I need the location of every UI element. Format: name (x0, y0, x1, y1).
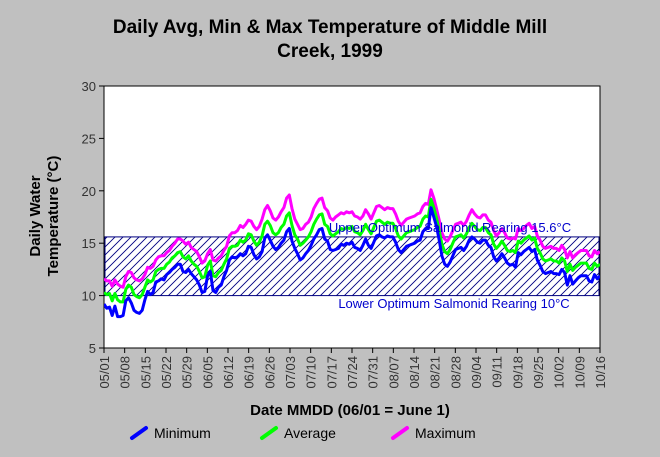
chart-title-line2: Creek, 1999 (277, 41, 383, 62)
x-tick-label: 06/26 (262, 356, 277, 389)
plot-area (103, 85, 601, 349)
x-tick-label: 08/28 (448, 356, 463, 389)
x-tick-label: 08/07 (386, 356, 401, 389)
x-tick-label: 08/21 (428, 356, 443, 389)
series-group (104, 188, 600, 319)
x-tick-label: 05/22 (159, 356, 174, 389)
series-line-maximum (104, 188, 600, 289)
legend-label-maximum: Maximum (415, 425, 476, 441)
y-tick-label: 10 (82, 289, 96, 304)
lower-band-label: Lower Optimum Salmonid Rearing 10°C (338, 296, 569, 311)
x-tick-label: 07/10 (304, 356, 319, 389)
legend-label-average: Average (284, 425, 336, 441)
x-tick-label: 08/14 (407, 356, 422, 389)
x-tick-label: 06/19 (242, 356, 257, 389)
x-tick-label: 10/16 (593, 356, 608, 389)
series-line-average (104, 197, 600, 304)
x-tick-label: 07/03 (283, 356, 298, 389)
x-tick-label: 05/01 (97, 356, 112, 389)
legend-swatch-maximum (391, 426, 409, 440)
upper-band-label: Upper Optimum Salmonid Rearing 15.6°C (329, 220, 571, 235)
x-tick-label: 10/02 (552, 356, 567, 389)
x-tick-label: 07/17 (324, 356, 339, 389)
x-tick-label: 07/24 (345, 356, 360, 389)
optimum-rearing-band (104, 236, 600, 297)
legend-swatch-minimum (130, 426, 148, 440)
legend-swatch-average (260, 426, 278, 440)
chart-title-line1: Daily Avg, Min & Max Temperature of Midd… (113, 17, 547, 38)
x-tick-label: 09/25 (531, 356, 546, 389)
x-tick-label: 09/11 (490, 356, 505, 388)
y-tick-label: 25 (82, 131, 96, 146)
x-tick-label: 10/09 (572, 356, 587, 389)
y-axis-label-line2: Temperature (°C) (45, 156, 62, 277)
x-tick-label: 05/08 (118, 356, 133, 389)
x-tick-label: 06/12 (221, 356, 236, 389)
x-axis-ticks: 05/01 05/08 05/15 05/22 05/29 06/05 06/12 06/19… (97, 348, 608, 389)
legend: Minimum Average Maximum (130, 425, 476, 441)
x-tick-label: 09/04 (469, 356, 484, 389)
series-line-minimum (104, 206, 600, 319)
y-tick-label: 5 (89, 341, 96, 356)
x-tick-label: 05/29 (180, 356, 195, 389)
x-tick-label: 07/31 (366, 356, 381, 389)
y-axis-ticks: 5 10 15 20 25 30 (82, 79, 104, 356)
y-axis-label-line1: Daily Water (27, 175, 44, 256)
x-axis-label: Date MMDD (06/01 = June 1) (250, 402, 450, 419)
legend-label-minimum: Minimum (154, 425, 211, 441)
x-tick-label: 09/18 (510, 356, 525, 389)
x-tick-label: 06/05 (200, 356, 215, 389)
y-tick-label: 15 (82, 236, 96, 251)
y-tick-label: 30 (82, 79, 96, 94)
x-tick-label: 05/15 (138, 356, 153, 389)
y-tick-label: 20 (82, 184, 96, 199)
